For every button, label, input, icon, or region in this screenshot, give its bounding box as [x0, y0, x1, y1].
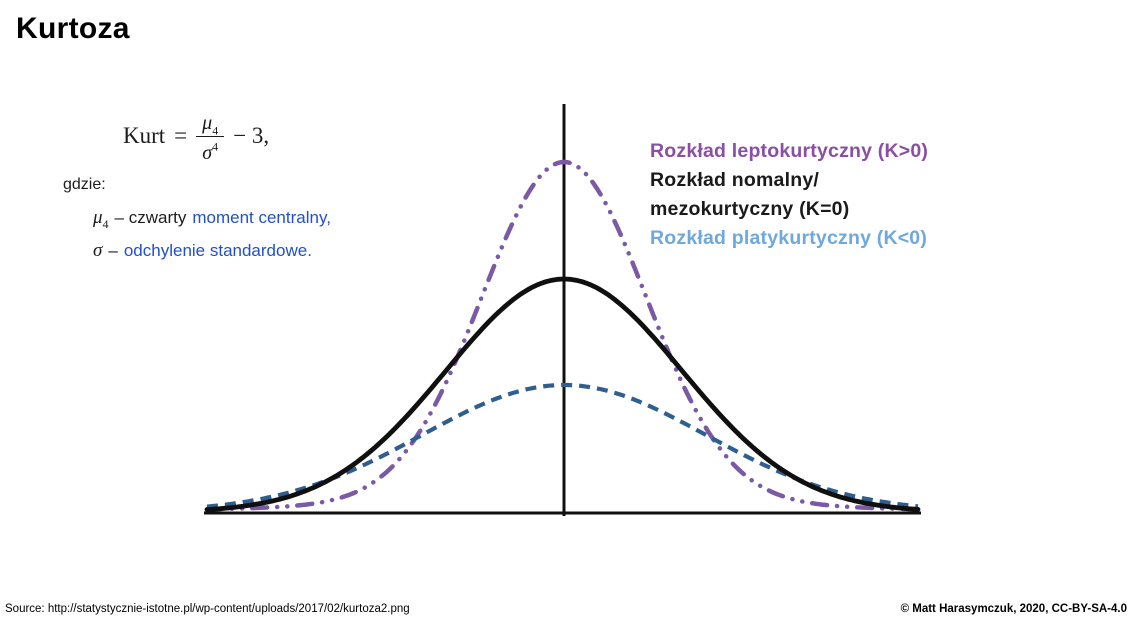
chart-legend: Rozkład leptokurtyczny (K>0) Rozkład nom…: [650, 137, 928, 253]
formula-denominator: σ4: [202, 138, 219, 164]
definition-mu4: μ4 – czwarty moment centralny,: [93, 207, 331, 232]
formula-equals: =: [174, 123, 188, 148]
definition-mu4-link: moment centralny,: [192, 208, 331, 227]
copyright-text: © Matt Harasymczuk, 2020, CC-BY-SA-4.0: [900, 603, 1127, 615]
where-label: gdzie:: [63, 176, 106, 193]
kurtosis-formula: Kurt = μ4 σ4 − 3,: [123, 104, 269, 168]
formula-fraction: μ4 σ4: [196, 110, 225, 164]
page-title: Kurtoza: [16, 12, 130, 45]
legend-item-leptokurtic: Rozkład leptokurtyczny (K>0): [650, 140, 929, 162]
formula-rhs: − 3,: [233, 123, 270, 148]
formula-lhs: Kurt: [123, 123, 166, 148]
legend-item-platykurtic: Rozkład platykurtyczny (K<0): [650, 227, 928, 249]
source-text: Source: http://statystycznie-istotne.pl/…: [5, 603, 410, 615]
legend-item-normal-line2: mezokurtyczny (K=0): [650, 198, 850, 220]
definition-sigma: σ – odchylenie standardowe.: [93, 240, 312, 265]
definition-sigma-link: odchylenie standardowe.: [123, 241, 312, 260]
legend-item-normal-line1: Rozkład nomalny/: [650, 169, 819, 191]
formula-numerator: μ4: [196, 110, 225, 137]
definition-mu4-text: – czwarty: [114, 208, 187, 227]
mu4-symbol: μ4: [93, 207, 109, 231]
sigma-symbol: σ: [93, 240, 103, 261]
curve-normal-mesokurtic: [204, 276, 921, 512]
curve-leptokurtic: [204, 159, 921, 512]
definition-sigma-text: –: [108, 241, 118, 260]
